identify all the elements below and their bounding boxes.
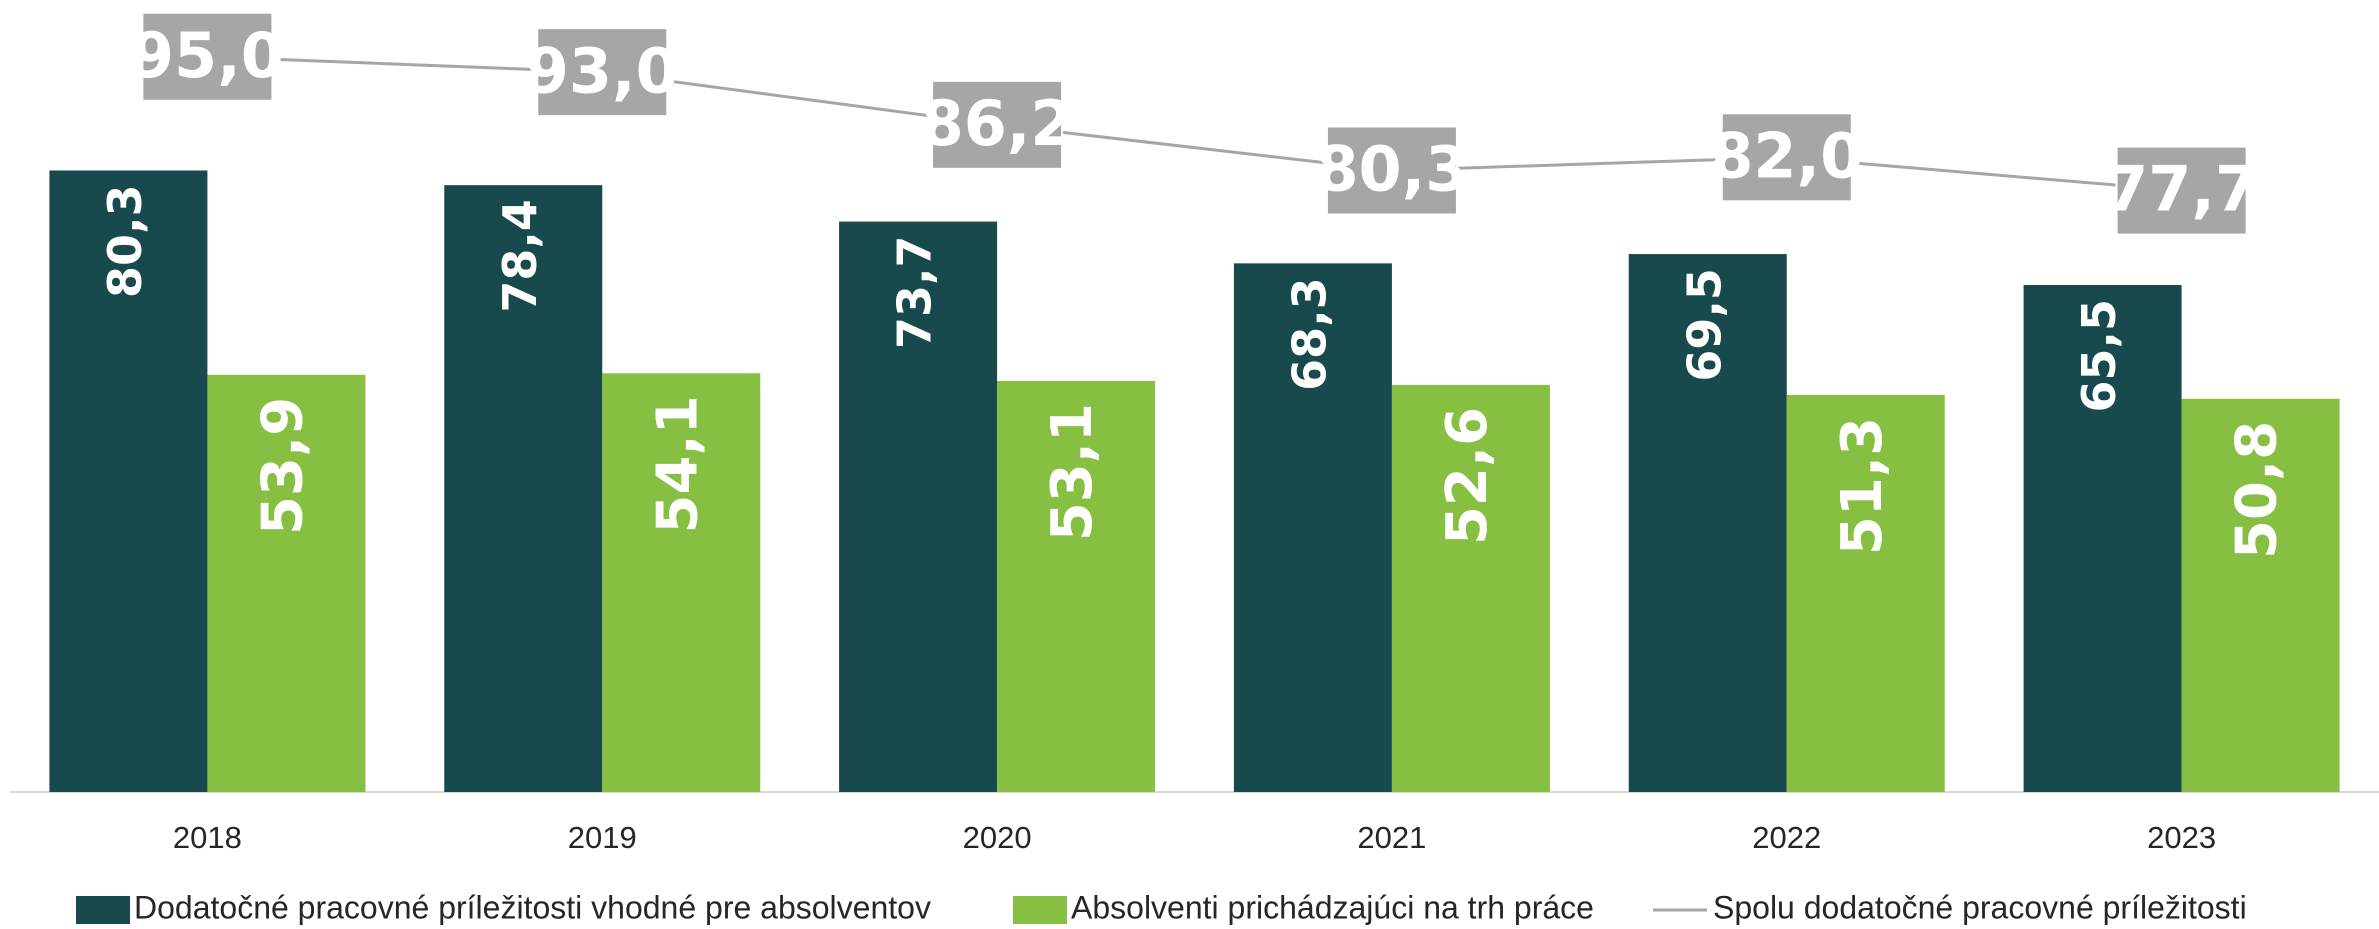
bar-value-label: 73,7 [888,236,942,350]
bar-value-label: 78,4 [493,199,547,313]
bar-value-label: 68,3 [1282,277,1336,391]
line-value-label: 86,2 [921,87,1074,160]
bar [207,374,366,792]
line-value-label: 82,0 [1710,119,1863,192]
bar-value-label: 51,3 [1830,417,1895,555]
bar [1233,263,1392,792]
bar [2023,285,2182,792]
x-tick-label: 2021 [1357,820,1426,855]
value-label-box [1325,125,1458,216]
bar-value-label: 53,1 [1040,403,1105,541]
legend-label: Spolu dodatočné pracovné príležitosti [1713,889,2247,925]
legend-marker [1013,896,1067,924]
bar [1786,394,1945,792]
value-label-box [2115,145,2248,236]
bar-value-label: 54,1 [645,395,710,533]
bar-value-label: 65,5 [2072,299,2126,413]
line-value-label: 77,7 [2105,153,2258,226]
legend-label: Dodatočné pracovné príležitosti vhodné p… [134,889,931,925]
bar-value-label: 69,5 [1677,268,1731,382]
bar-value-label: 50,8 [2225,421,2290,559]
line-value-label: 80,3 [1315,133,1468,206]
value-label-box [1720,112,1853,203]
x-tick-label: 2022 [1752,820,1821,855]
line-series [207,55,2182,193]
bar [602,373,761,792]
value-label-box [141,11,274,102]
bar [839,221,998,792]
value-label-box [536,27,669,118]
bar [1391,384,1550,792]
line-value-label: 93,0 [526,34,679,107]
bar [2181,398,2340,792]
x-tick-label: 2019 [568,820,637,855]
x-tick-label: 2018 [173,820,242,855]
x-tick-label: 2020 [963,820,1032,855]
bar [49,170,208,792]
bar [1628,254,1787,792]
line-value-label: 95,0 [131,19,284,92]
x-tick-label: 2023 [2147,820,2216,855]
bar [444,185,603,792]
bar [997,381,1156,792]
value-label-box [931,79,1064,170]
legend-label: Absolventi prichádzajúci na trh práce [1071,889,1594,925]
bar-value-label: 53,9 [251,397,316,535]
legend-marker [76,896,130,924]
bar-value-label: 52,6 [1435,407,1500,545]
bar-value-label: 80,3 [98,184,152,298]
